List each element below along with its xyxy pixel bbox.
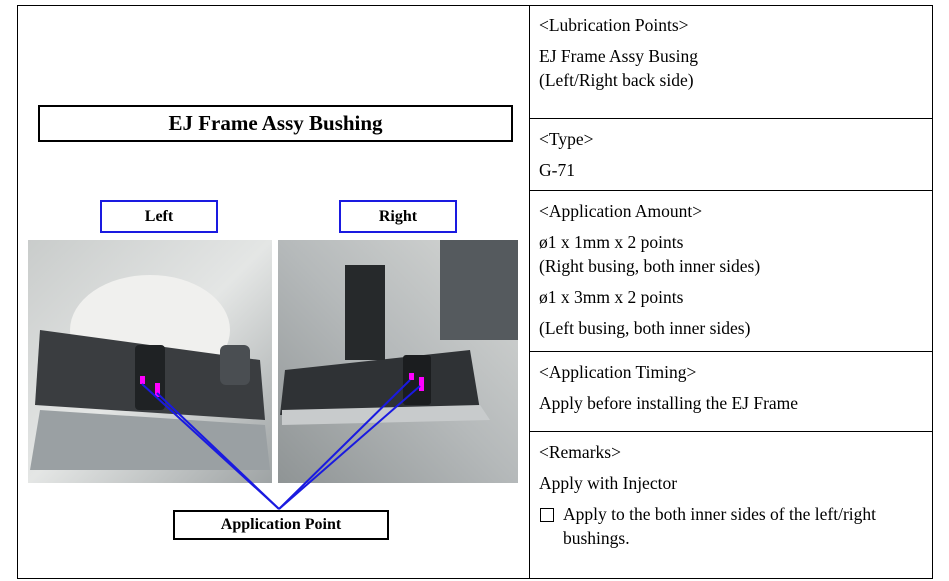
info-row: <Lubrication Points> EJ Frame Assy Busing…: [530, 5, 933, 118]
row-line: EJ Frame Assy Busing: [539, 46, 698, 66]
left-label: Left: [100, 200, 218, 233]
info-row: <Application Timing> Apply before install…: [530, 351, 933, 431]
row-heading: <Application Amount>: [539, 201, 703, 221]
row-line: (Left/Right back side): [539, 70, 694, 90]
row-line: (Right busing, both inner sides): [539, 256, 761, 276]
table-frame: [17, 5, 933, 579]
checklist-text: Apply to the both inner sides of the lef…: [563, 504, 877, 548]
callout-label: Application Point: [173, 510, 389, 540]
info-row: <Remarks> Apply with Injector Apply to the…: [530, 431, 933, 579]
row-heading: <Lubrication Points>: [539, 15, 689, 35]
row-heading: <Application Timing>: [539, 362, 697, 382]
info-row: <Application Amount> ø1 x 1mm x 2 points (…: [530, 190, 933, 351]
row-line: Apply with Injector: [539, 473, 678, 493]
section-title: EJ Frame Assy Bushing: [38, 105, 513, 142]
row-heading: <Remarks>: [539, 442, 621, 462]
checklist-item: Apply to the both inner sides of the lef…: [539, 502, 933, 550]
row-line: Apply before installing the EJ Frame: [539, 393, 799, 413]
row-line: (Left busing, both inner sides): [539, 318, 751, 338]
column-divider: [529, 5, 530, 579]
row-line: ø1 x 1mm x 2 points: [539, 232, 684, 252]
right-label: Right: [339, 200, 457, 233]
checkbox-icon: [540, 508, 554, 522]
info-row: <Type> G-71: [530, 118, 933, 190]
row-line: G-71: [539, 160, 575, 180]
row-heading: <Type>: [539, 129, 594, 149]
row-line: ø1 x 3mm x 2 points: [539, 287, 684, 307]
